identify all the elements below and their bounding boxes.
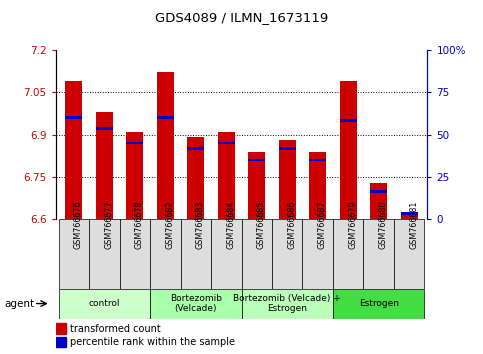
Text: control: control — [88, 299, 120, 308]
Text: GSM766686: GSM766686 — [287, 201, 296, 249]
FancyBboxPatch shape — [333, 219, 363, 289]
Text: Bortezomib (Velcade) +
Estrogen: Bortezomib (Velcade) + Estrogen — [233, 294, 341, 313]
Bar — [187, 137, 204, 219]
Text: GSM766681: GSM766681 — [409, 201, 418, 249]
Text: Bortezomib
(Velcade): Bortezomib (Velcade) — [170, 294, 222, 313]
Bar — [218, 142, 235, 144]
Bar — [279, 140, 296, 219]
FancyBboxPatch shape — [242, 289, 333, 319]
FancyBboxPatch shape — [333, 289, 425, 319]
Bar — [218, 132, 235, 219]
Bar — [370, 190, 387, 193]
FancyBboxPatch shape — [272, 219, 302, 289]
Text: GSM766677: GSM766677 — [104, 201, 114, 249]
FancyBboxPatch shape — [58, 219, 89, 289]
FancyBboxPatch shape — [150, 219, 181, 289]
Bar — [370, 183, 387, 219]
Text: GSM766684: GSM766684 — [226, 201, 235, 249]
Bar — [401, 214, 417, 219]
Bar — [56, 323, 66, 334]
Text: GSM766680: GSM766680 — [379, 201, 388, 249]
Bar — [401, 212, 417, 215]
Bar — [66, 81, 82, 219]
Text: GDS4089 / ILMN_1673119: GDS4089 / ILMN_1673119 — [155, 11, 328, 24]
Text: GSM766685: GSM766685 — [257, 201, 266, 249]
Bar — [66, 116, 82, 119]
Bar — [56, 337, 66, 348]
Text: agent: agent — [5, 298, 35, 309]
Text: GSM766676: GSM766676 — [74, 201, 83, 249]
Bar — [157, 72, 174, 219]
Bar — [340, 81, 356, 219]
FancyBboxPatch shape — [363, 219, 394, 289]
Bar — [309, 152, 326, 219]
FancyBboxPatch shape — [211, 219, 242, 289]
Bar — [248, 159, 265, 161]
Bar — [309, 159, 326, 161]
FancyBboxPatch shape — [242, 219, 272, 289]
Text: Estrogen: Estrogen — [359, 299, 398, 308]
Text: percentile rank within the sample: percentile rank within the sample — [70, 337, 235, 347]
Bar — [96, 127, 113, 130]
Bar — [157, 116, 174, 119]
FancyBboxPatch shape — [302, 219, 333, 289]
Bar — [96, 112, 113, 219]
FancyBboxPatch shape — [394, 219, 425, 289]
Bar — [279, 147, 296, 150]
Bar — [340, 119, 356, 122]
FancyBboxPatch shape — [150, 289, 242, 319]
Text: GSM766678: GSM766678 — [135, 201, 144, 249]
FancyBboxPatch shape — [58, 289, 150, 319]
Text: GSM766687: GSM766687 — [318, 201, 327, 249]
Bar — [127, 132, 143, 219]
FancyBboxPatch shape — [89, 219, 120, 289]
Bar — [248, 152, 265, 219]
Text: GSM766682: GSM766682 — [165, 201, 174, 249]
FancyBboxPatch shape — [120, 219, 150, 289]
FancyBboxPatch shape — [181, 219, 211, 289]
Bar — [127, 142, 143, 144]
Bar — [187, 147, 204, 150]
Text: transformed count: transformed count — [70, 324, 161, 333]
Text: GSM766683: GSM766683 — [196, 201, 205, 249]
Text: GSM766679: GSM766679 — [348, 201, 357, 249]
